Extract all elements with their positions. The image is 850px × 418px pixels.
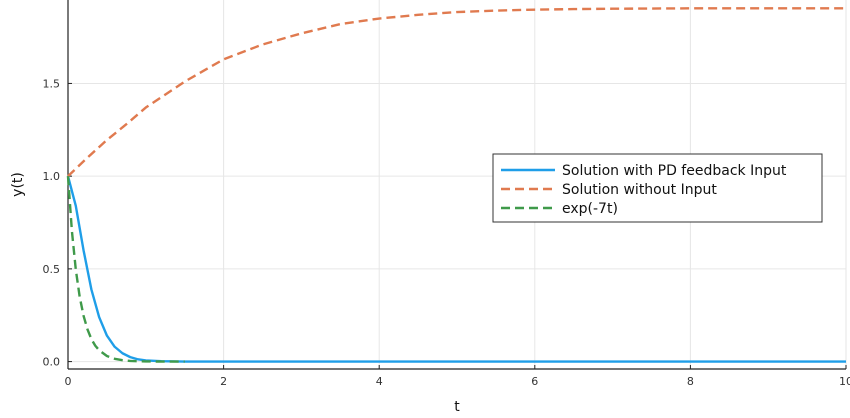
series-line-1	[66, 175, 846, 363]
y-tick-label: 0.5	[43, 263, 61, 276]
legend-label: Solution without Input	[562, 182, 717, 198]
legend-box	[492, 153, 823, 223]
series-lines	[66, 7, 846, 363]
legend-label: exp(-7t)	[562, 201, 618, 217]
legend: Solution with PD feedback Input Solution …	[492, 153, 823, 223]
series-line-2	[67, 7, 846, 178]
y-tick-label: 1.0	[43, 170, 61, 183]
x-tick-label: 10	[839, 375, 850, 388]
legend-label: Solution with PD feedback Input	[562, 163, 787, 179]
y-tick-label: 1.5	[43, 77, 61, 90]
x-axis-label: t	[454, 399, 460, 415]
x-tick-label: 4	[376, 375, 383, 388]
tick-labels: 0 2 4 6 8 10 0.0 0.5 1.0 1.5	[43, 77, 850, 388]
x-tick-label: 0	[65, 375, 72, 388]
y-axis-label: y(t)	[10, 172, 26, 197]
x-tick-label: 8	[687, 375, 694, 388]
y-tick-label: 0.0	[43, 356, 61, 369]
x-tick-label: 2	[220, 375, 227, 388]
x-tick-label: 6	[531, 375, 538, 388]
